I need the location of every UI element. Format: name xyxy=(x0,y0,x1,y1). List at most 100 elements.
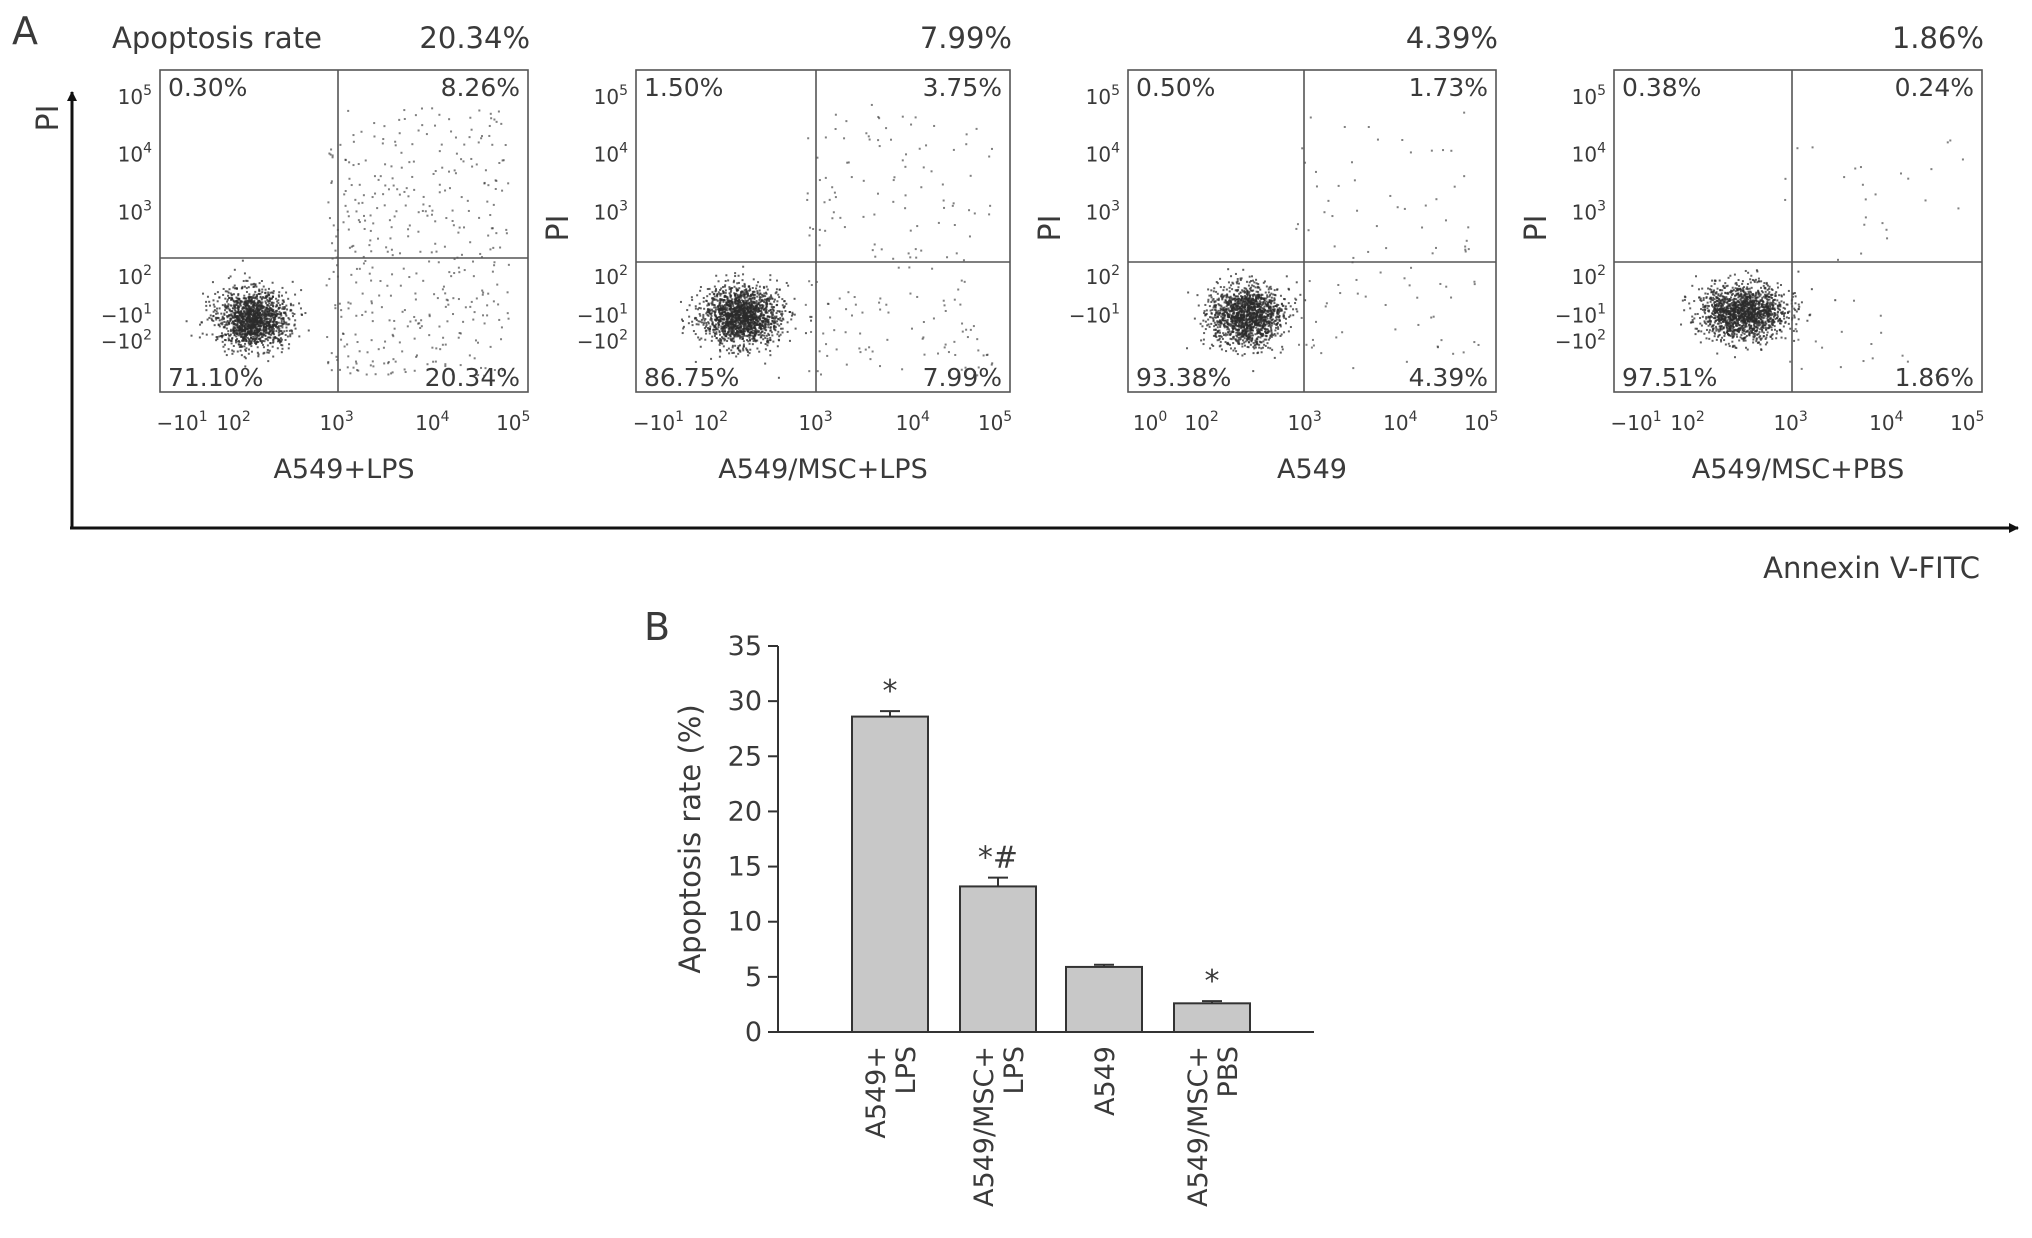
category-label: A549+ xyxy=(861,1046,892,1139)
quadrant-upper-left: 1.50% xyxy=(644,73,723,102)
y-tick-label: 102 xyxy=(118,263,152,289)
apoptosis-rate-value: 7.99% xyxy=(920,21,1012,55)
x-tick-label: −101 xyxy=(1611,409,1662,435)
x-tick-label: 102 xyxy=(1670,409,1704,435)
x-tick-label: 104 xyxy=(1869,409,1903,435)
y-tick-label: 103 xyxy=(1572,199,1606,225)
quadrant-lower-right: 7.99% xyxy=(923,363,1002,392)
x-tick-label: 100 xyxy=(1133,409,1167,435)
y-tick-label: 104 xyxy=(594,141,628,167)
x-tick-label: 105 xyxy=(1464,409,1498,435)
quadrant-upper-left: 0.30% xyxy=(168,73,247,102)
plot-frame xyxy=(635,69,1011,393)
flow-panel-3: 0.50% 1.73% 93.38% 4.39% 4.39% A549 PI 100 102 10… xyxy=(1033,21,1498,485)
apoptosis-rate-value: 1.86% xyxy=(1892,21,1984,55)
y-tick-label: 15 xyxy=(728,852,762,883)
y-tick-label: 25 xyxy=(728,741,762,772)
flow-panel-4: 0.38% 0.24% 97.51% 1.86% 1.86% A549/MSC+PBS PI… xyxy=(1519,21,1984,485)
quadrant-upper-left: 0.38% xyxy=(1622,73,1701,102)
y-axis-title: Apoptosis rate (%) xyxy=(673,704,707,973)
quadrant-lower-right: 1.86% xyxy=(1895,363,1974,392)
y-tick-label: 102 xyxy=(1086,263,1120,289)
y-tick-label: 103 xyxy=(1086,199,1120,225)
quadrant-lower-left: 86.75% xyxy=(644,363,739,392)
plot-frame xyxy=(1613,69,1983,393)
significance-marker: *# xyxy=(978,841,1018,876)
x-tick-label: 102 xyxy=(216,409,250,435)
y-tick-label: 103 xyxy=(594,199,628,225)
category-label: A549 xyxy=(1090,1046,1121,1116)
significance-marker: * xyxy=(883,674,898,709)
y-tick-label: 10 xyxy=(728,907,762,938)
pi-label: PI xyxy=(1519,215,1554,242)
y-tick-label: 102 xyxy=(594,263,628,289)
plot-frame xyxy=(1127,69,1497,393)
category-label: LPS xyxy=(891,1046,922,1094)
scatter-points xyxy=(185,107,510,377)
scatter-points xyxy=(1680,139,1964,376)
y-tick-label: 105 xyxy=(1086,83,1120,109)
x-tick-label: 103 xyxy=(1773,409,1807,435)
y-tick-label: −101 xyxy=(1555,302,1606,328)
significance-marker: * xyxy=(1205,964,1220,999)
quadrant-upper-right: 8.26% xyxy=(441,73,520,102)
category-label: PBS xyxy=(1213,1046,1244,1097)
plot-frame xyxy=(159,69,529,393)
y-tick-label: −102 xyxy=(101,327,152,353)
flow-panel-2: 1.50% 3.75% 86.75% 7.99% 7.99% A549/MSC+LPS PI… xyxy=(541,21,1012,485)
panel-a: A PI Annexin V-FITC Apoptosis rate 0.30%… xyxy=(12,9,2019,585)
quadrant-lower-left: 97.51% xyxy=(1622,363,1717,392)
scatter-points xyxy=(679,103,994,379)
x-tick-label: 104 xyxy=(415,409,449,435)
x-tick-label: 103 xyxy=(1287,409,1321,435)
y-tick-label: 105 xyxy=(118,83,152,109)
y-tick-label: 104 xyxy=(1086,141,1120,167)
category-label: A549/MSC+ xyxy=(1183,1046,1214,1207)
y-tick-label: 105 xyxy=(1572,83,1606,109)
sample-label: A549/MSC+LPS xyxy=(718,454,927,485)
y-tick-label: 104 xyxy=(1572,141,1606,167)
x-tick-label: 104 xyxy=(1383,409,1417,435)
y-tick-label: 105 xyxy=(594,83,628,109)
apoptosis-rate-value: 20.34% xyxy=(419,21,530,55)
y-tick-label: 104 xyxy=(118,141,152,167)
y-tick-label: 0 xyxy=(745,1017,762,1048)
x-tick-label: 105 xyxy=(1950,409,1984,435)
x-tick-label: 105 xyxy=(496,409,530,435)
apoptosis-rate-label: Apoptosis rate xyxy=(112,21,322,55)
y-tick-label: 5 xyxy=(745,962,762,993)
category-label: LPS xyxy=(999,1046,1030,1094)
quadrant-lower-left: 71.10% xyxy=(168,363,263,392)
quadrant-upper-right: 3.75% xyxy=(923,73,1002,102)
quadrant-upper-right: 0.24% xyxy=(1895,73,1974,102)
pi-label: PI xyxy=(541,215,576,242)
pi-axis-label: PI xyxy=(31,105,66,132)
y-tick-label: 102 xyxy=(1572,263,1606,289)
y-tick-label: 35 xyxy=(728,631,762,662)
bar xyxy=(1065,965,1143,1034)
scatter-points xyxy=(1186,111,1480,373)
bar xyxy=(1173,1002,1251,1034)
pi-label: PI xyxy=(1033,215,1068,242)
sample-label: A549/MSC+PBS xyxy=(1692,454,1904,485)
y-tick-label: −101 xyxy=(577,302,628,328)
quadrant-lower-left: 93.38% xyxy=(1136,363,1231,392)
panel-b-letter: B xyxy=(644,605,670,649)
y-tick-label: −102 xyxy=(577,327,628,353)
x-tick-label: −101 xyxy=(633,409,684,435)
annexin-axis-label: Annexin V-FITC xyxy=(1763,551,1980,585)
sample-label: A549 xyxy=(1277,454,1347,485)
quadrant-lower-right: 4.39% xyxy=(1409,363,1488,392)
bar xyxy=(959,885,1037,1033)
flow-panel-1: 0.30% 8.26% 71.10% 20.34% 20.34% A549+LPS −101… xyxy=(101,21,531,485)
x-tick-label: 105 xyxy=(978,409,1012,435)
x-tick-label: 102 xyxy=(1184,409,1218,435)
panel-b: B 0 5 10 15 20 25 30 35 Apoptosis rate (%) * A549+… xyxy=(644,605,1314,1207)
x-tick-label: 104 xyxy=(896,409,930,435)
y-tick-label: 30 xyxy=(728,686,762,717)
bar xyxy=(851,715,929,1034)
apoptosis-rate-value: 4.39% xyxy=(1406,21,1498,55)
x-tick-label: 103 xyxy=(319,409,353,435)
quadrant-lower-right: 20.34% xyxy=(425,363,520,392)
